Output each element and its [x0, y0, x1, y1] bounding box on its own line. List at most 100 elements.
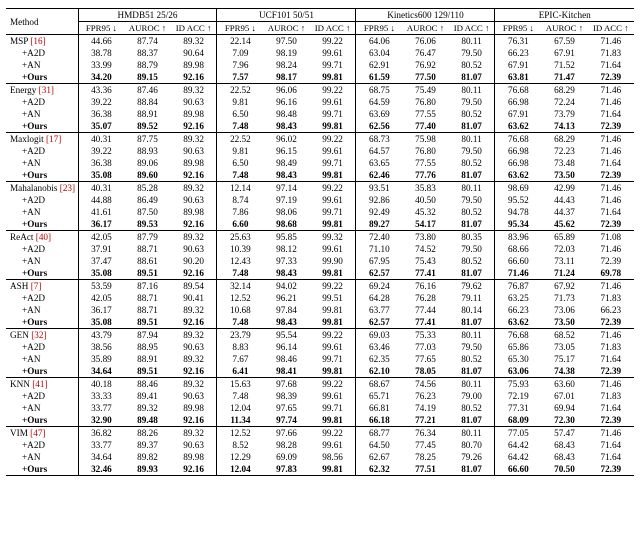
cell-value: 98.39 — [263, 390, 309, 402]
method-name: GEN [32] — [6, 329, 78, 342]
cell-value: 73.50 — [541, 316, 587, 329]
cell-value: 98.48 — [263, 108, 309, 120]
cell-value: 76.34 — [402, 427, 448, 440]
citation-ref: [23] — [60, 183, 75, 193]
cell-value: 88.91 — [124, 353, 170, 365]
cell-value: 72.23 — [541, 145, 587, 157]
cell-value: 76.23 — [402, 390, 448, 402]
cell-value: 74.19 — [402, 402, 448, 414]
cell-value: 89.51 — [124, 316, 170, 329]
cell-value: 75.43 — [402, 255, 448, 267]
cell-value: 63.06 — [495, 365, 541, 378]
cell-value: 89.98 — [171, 206, 217, 218]
cell-value: 80.11 — [449, 35, 495, 48]
cell-value: 9.81 — [217, 96, 263, 108]
cell-value: 66.98 — [495, 96, 541, 108]
cell-value: 89.52 — [124, 120, 170, 133]
cell-value: 77.55 — [402, 157, 448, 169]
table-head: Method HMDB51 25/26 UCF101 50/51 Kinetic… — [6, 9, 634, 35]
table-row: +Ours35.0889.5192.167.4898.4399.8162.577… — [6, 267, 634, 280]
cell-value: 76.68 — [495, 133, 541, 146]
cell-value: 71.64 — [588, 206, 634, 218]
cell-value: 89.48 — [124, 414, 170, 427]
cell-value: 89.15 — [124, 71, 170, 84]
metric-header: ID ACC ↑ — [310, 22, 356, 35]
cell-value: 65.86 — [495, 341, 541, 353]
cell-value: 95.85 — [263, 231, 309, 244]
cell-value: 90.41 — [171, 292, 217, 304]
method-variant: +A2D — [6, 194, 78, 206]
cell-value: 71.46 — [588, 243, 634, 255]
cell-value: 66.98 — [495, 145, 541, 157]
cell-value: 90.63 — [171, 390, 217, 402]
cell-value: 63.62 — [495, 316, 541, 329]
cell-value: 37.47 — [78, 255, 124, 267]
cell-value: 92.16 — [171, 365, 217, 378]
cell-value: 92.16 — [171, 218, 217, 231]
cell-value: 98.43 — [263, 267, 309, 280]
cell-value: 71.83 — [588, 292, 634, 304]
cell-value: 8.83 — [217, 341, 263, 353]
table-row: +A2D37.9188.7190.6310.3998.1299.6171.107… — [6, 243, 634, 255]
cell-value: 81.07 — [449, 71, 495, 84]
cell-value: 79.50 — [449, 96, 495, 108]
cell-value: 73.06 — [541, 304, 587, 316]
cell-value: 38.56 — [78, 341, 124, 353]
table-row: +AN37.4788.6190.2012.4397.3399.9067.9575… — [6, 255, 634, 267]
cell-value: 40.31 — [78, 133, 124, 146]
table-row: KNN [41]40.1888.4689.3215.6397.6899.2268… — [6, 378, 634, 391]
cell-value: 87.16 — [124, 280, 170, 293]
cell-value: 62.57 — [356, 267, 402, 280]
cell-value: 36.38 — [78, 108, 124, 120]
cell-value: 99.81 — [310, 414, 356, 427]
cell-value: 39.22 — [78, 96, 124, 108]
cell-value: 62.32 — [356, 463, 402, 476]
cell-value: 68.09 — [495, 414, 541, 427]
cell-value: 89.06 — [124, 157, 170, 169]
cell-value: 71.83 — [588, 341, 634, 353]
cell-value: 42.05 — [78, 292, 124, 304]
cell-value: 66.60 — [495, 463, 541, 476]
cell-value: 72.39 — [588, 316, 634, 329]
cell-value: 71.46 — [588, 96, 634, 108]
cell-value: 96.16 — [263, 96, 309, 108]
method-variant: +Ours — [6, 463, 78, 476]
cell-value: 71.46 — [588, 35, 634, 48]
cell-value: 72.30 — [541, 414, 587, 427]
cell-value: 63.62 — [495, 169, 541, 182]
metric-header: FPR95 ↓ — [356, 22, 402, 35]
cell-value: 77.45 — [402, 439, 448, 451]
method-variant: +A2D — [6, 145, 78, 157]
cell-value: 81.07 — [449, 463, 495, 476]
cell-value: 68.75 — [356, 84, 402, 97]
cell-value: 89.98 — [171, 108, 217, 120]
cell-value: 96.15 — [263, 145, 309, 157]
cell-value: 34.20 — [78, 71, 124, 84]
cell-value: 86.49 — [124, 194, 170, 206]
cell-value: 89.32 — [171, 231, 217, 244]
cell-value: 97.83 — [263, 463, 309, 476]
cell-value: 65.89 — [541, 231, 587, 244]
cell-value: 12.04 — [217, 463, 263, 476]
cell-value: 89.98 — [171, 402, 217, 414]
cell-value: 99.81 — [310, 365, 356, 378]
cell-value: 73.79 — [541, 108, 587, 120]
cell-value: 98.68 — [263, 218, 309, 231]
method-variant: +AN — [6, 59, 78, 71]
cell-value: 80.52 — [449, 206, 495, 218]
table-row: +Ours32.4689.9392.1612.0497.8399.8162.32… — [6, 463, 634, 476]
citation-ref: [47] — [30, 428, 45, 438]
cell-value: 71.83 — [588, 47, 634, 59]
cell-value: 99.61 — [310, 194, 356, 206]
cell-value: 78.25 — [402, 451, 448, 463]
cell-value: 77.03 — [402, 341, 448, 353]
cell-value: 89.82 — [124, 451, 170, 463]
cell-value: 35.07 — [78, 120, 124, 133]
method-variant: +A2D — [6, 47, 78, 59]
cell-value: 39.22 — [78, 145, 124, 157]
cell-value: 97.66 — [263, 427, 309, 440]
table-row: +AN36.1788.7189.3210.6897.8499.8163.7777… — [6, 304, 634, 316]
cell-value: 66.98 — [495, 157, 541, 169]
method-variant: +A2D — [6, 341, 78, 353]
cell-value: 89.54 — [171, 280, 217, 293]
